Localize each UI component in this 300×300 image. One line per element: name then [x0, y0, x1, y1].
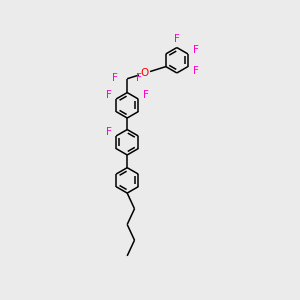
Text: F: F [193, 44, 198, 55]
Text: F: F [136, 73, 142, 82]
Text: F: F [174, 34, 180, 44]
Text: F: F [106, 90, 112, 100]
Text: O: O [140, 68, 149, 78]
Text: F: F [112, 73, 117, 82]
Text: F: F [143, 90, 149, 100]
Text: F: F [106, 127, 112, 136]
Text: F: F [193, 66, 198, 76]
